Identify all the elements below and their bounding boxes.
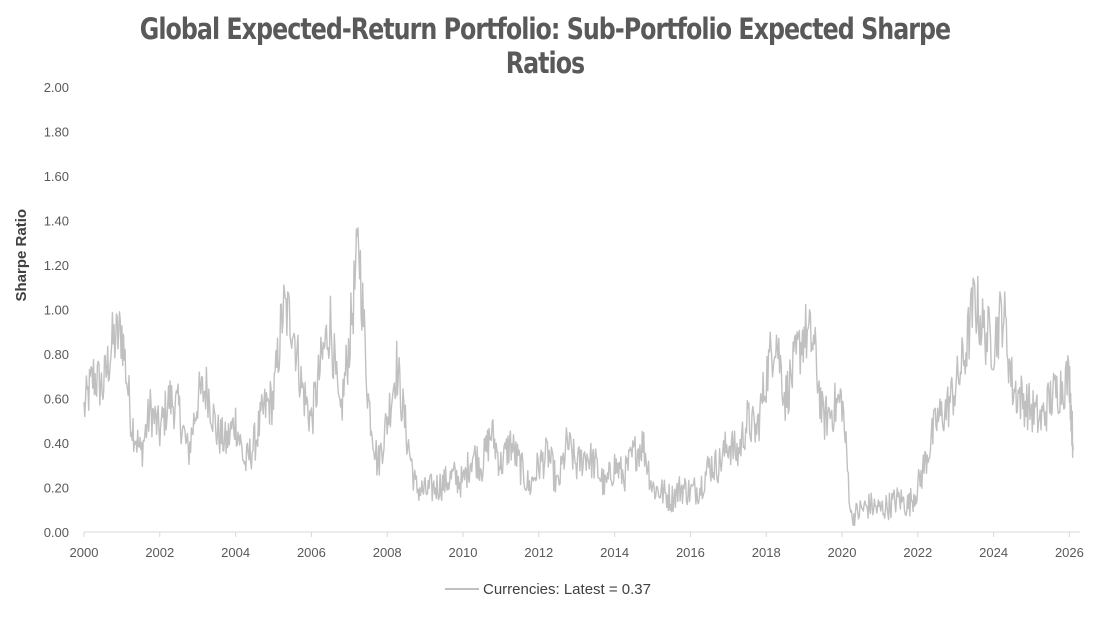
x-tick-label: 2022 — [903, 545, 932, 560]
y-tick-label: 0.00 — [44, 525, 69, 540]
legend-label: Currencies: Latest = 0.37 — [482, 581, 651, 598]
x-tick-label: 2002 — [145, 545, 174, 560]
x-tick-label: 2004 — [221, 545, 250, 560]
y-tick-label: 0.20 — [44, 481, 69, 496]
x-tick-label: 2020 — [828, 545, 857, 560]
y-tick-label: 0.40 — [44, 436, 69, 451]
y-tick-label: 0.80 — [44, 347, 69, 362]
y-tick-label: 1.80 — [44, 125, 69, 140]
x-tick-label: 2012 — [524, 545, 553, 560]
x-tick-label: 2018 — [752, 545, 781, 560]
y-tick-label: 1.60 — [44, 169, 69, 184]
x-tick-label: 2026 — [1055, 545, 1084, 560]
x-tick-label: 2008 — [373, 545, 402, 560]
y-tick-label: 1.20 — [44, 258, 69, 273]
x-tick-label: 2024 — [979, 545, 1008, 560]
legend: Currencies: Latest = 0.37 — [0, 581, 1096, 598]
y-tick-label: 1.40 — [44, 214, 69, 229]
y-tick-label: 2.00 — [44, 80, 69, 95]
chart-title: Global Expected-Return Portfolio: Sub-Po… — [139, 12, 951, 80]
x-tick-label: 2016 — [676, 545, 705, 560]
series-line-currencies — [83, 227, 1074, 526]
y-tick-label: 0.60 — [44, 392, 69, 407]
legend-swatch — [444, 588, 479, 591]
x-tick-label: 2000 — [70, 545, 99, 560]
x-tick-label: 2006 — [297, 545, 326, 560]
x-tick-label: 2014 — [600, 545, 629, 560]
x-tick-label: 2010 — [449, 545, 478, 560]
y-tick-label: 1.00 — [44, 303, 69, 318]
